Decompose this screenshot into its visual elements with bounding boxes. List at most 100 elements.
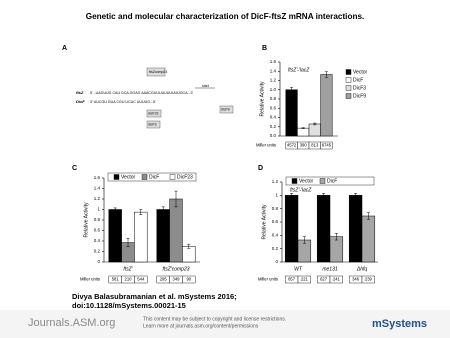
error-bar [113, 207, 117, 212]
legend-swatch [345, 77, 352, 83]
miller-value: 6745 [322, 143, 332, 148]
y-tick-label: 1 [97, 207, 100, 212]
miller-value: 239 [365, 277, 373, 282]
y-tick-label: 1 [275, 193, 278, 198]
y-tick-label: 0.4 [94, 238, 101, 243]
sequence: 5'...UAGUUG CAU GCA GGAG AAACGUUUUUUUUUU… [90, 91, 194, 95]
error-bar [187, 243, 191, 249]
x-tick-label: me131 [322, 266, 338, 272]
bar [329, 236, 344, 263]
table-cell [134, 275, 148, 284]
y-tick-label: 0.2 [272, 246, 279, 251]
miller-value: 346 [352, 277, 360, 282]
y-axis-label: Relative Activity [261, 204, 267, 240]
bar [320, 74, 333, 137]
slide-title: Genetic and molecular characterization o… [86, 12, 365, 21]
miller-value: 349 [173, 277, 181, 282]
legend-swatch [345, 93, 352, 99]
table-cell [182, 275, 196, 284]
panel-letter: D [258, 165, 263, 172]
annotation: ftsZ'-'lacZ [290, 187, 312, 193]
legend-box [107, 172, 197, 182]
miller-value: 295 [160, 277, 168, 282]
y-tick-label: 0.8 [270, 96, 277, 101]
bar [134, 211, 148, 263]
miller-value: 627 [320, 277, 328, 282]
miller-value: 581 [112, 277, 120, 282]
box [146, 67, 166, 77]
y-tick-label: 1.2 [272, 179, 279, 184]
y-tick-label: 0.6 [272, 219, 279, 224]
footer-bar [0, 310, 450, 338]
charts: B Relative Activity 0.0 0.2 0.4 0.6 0.8 1.0 1.2 1… [72, 45, 378, 284]
legend-label: DicF [327, 178, 337, 184]
label: start [202, 84, 209, 88]
miller-value: 657 [288, 277, 296, 282]
box [146, 109, 162, 118]
label: DicF [76, 99, 85, 104]
sequence: 3' UUCGU GUA CGU UCUC UUUUG...5' [90, 100, 156, 104]
label: dicF3 [148, 122, 157, 126]
error-bar [324, 71, 328, 78]
y-tick-label: 0.0 [270, 133, 277, 138]
y-tick-label: 1.4 [270, 68, 277, 73]
y-tick-label: 1.2 [270, 78, 277, 83]
bar [316, 195, 331, 263]
y-tick-label: 1.6 [94, 175, 101, 180]
error-bar [301, 127, 305, 129]
box [146, 120, 161, 129]
bar [308, 123, 321, 137]
annotation: ftsZ'-'lacZ [288, 67, 310, 73]
legend-swatch [319, 178, 326, 184]
error-bar [322, 193, 326, 198]
error-bar [366, 212, 370, 220]
error-bar [174, 190, 178, 208]
bar [361, 215, 376, 263]
legend-label: DicF9 [353, 93, 366, 99]
error-bar [161, 206, 165, 213]
legend-label: Vector [299, 178, 314, 184]
error-bar [302, 236, 306, 244]
miller-value: 221 [301, 277, 309, 282]
error-bar [290, 193, 294, 198]
table-cell [320, 141, 333, 150]
x-tick-label: ftsZ' [123, 266, 133, 272]
y-tick-label: 1.4 [94, 186, 101, 191]
miller-value: 813 [311, 143, 319, 148]
footer-notice: This content may be subject to copyright… [143, 316, 286, 322]
label: dicF9 [221, 107, 230, 111]
bar [108, 209, 122, 263]
legend-swatch [345, 69, 352, 75]
bar [348, 195, 363, 263]
y-tick-label: 0.6 [94, 228, 101, 233]
bar [297, 127, 310, 137]
legend-swatch [169, 174, 176, 180]
panel-letter: B [262, 45, 267, 52]
panel-a: A ftsZcomp23 start ftsZ 5'...UAGUUG CAU … [62, 45, 234, 129]
miller-label: Miller units [258, 277, 278, 282]
error-bar [334, 233, 338, 241]
x-tick-label: WT [294, 266, 303, 272]
x-tick-label: ftsZ'comp23 [162, 266, 189, 272]
table-cell [329, 275, 344, 284]
error-bar [313, 122, 317, 126]
legend-label: Vector [121, 174, 136, 180]
footer-journal: mSystems [372, 318, 427, 330]
miller-label: Miller units [80, 277, 100, 282]
error-bar [139, 209, 143, 215]
table-cell [361, 275, 376, 284]
panel-letter: A [62, 45, 67, 52]
y-axis-label: Relative Activity [259, 81, 265, 117]
y-tick-label: 0.8 [94, 217, 101, 222]
legend-swatch [113, 174, 120, 180]
legend-box [285, 176, 375, 186]
legend-swatch [291, 178, 298, 184]
footer-notice: Learn more at journals.asm.org/content/p… [143, 323, 259, 329]
bar [169, 198, 183, 263]
citation: Divya Balasubramanian et al. mSystems 20… [72, 292, 237, 301]
y-tick-label: 0.2 [94, 249, 101, 254]
y-tick-label: 1.6 [270, 59, 277, 64]
label: dicF23 [148, 111, 159, 115]
y-tick-label: 0.2 [270, 124, 277, 129]
bar [156, 209, 170, 263]
